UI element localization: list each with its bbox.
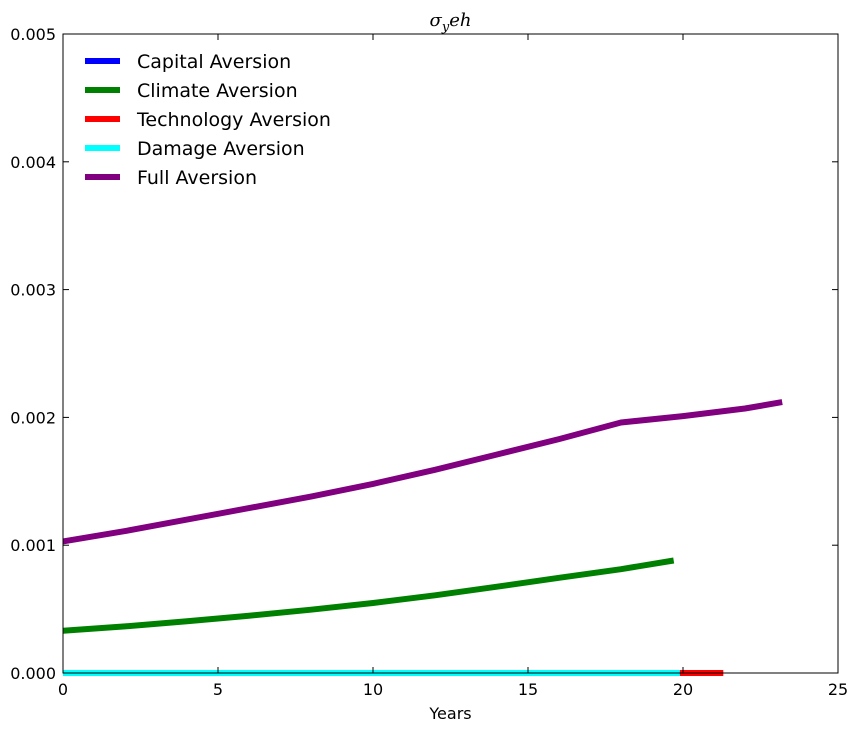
title-rest: eh [449, 10, 471, 31]
axes-layer: 0 5 10 15 20 25 0.000 0.001 0.002 0.003 0.004 0.005 [10, 25, 848, 699]
legend-label-capital-aversion: Capital Aversion [137, 51, 291, 73]
legend-label-climate-aversion: Climate Aversion [137, 80, 298, 102]
x-tick-label: 10 [363, 680, 383, 699]
y-tick-label: 0.001 [10, 536, 56, 555]
x-axis-label: Years [428, 704, 471, 723]
series-line-full-aversion [62, 399, 783, 545]
x-tick-label: 0 [58, 680, 68, 699]
y-tick-label: 0.005 [10, 25, 56, 44]
y-tick-label: 0.000 [10, 664, 56, 683]
x-tick-label: 5 [213, 680, 223, 699]
series-line-climate-aversion [62, 557, 675, 634]
x-tick-label: 15 [518, 680, 538, 699]
title-subscript: y [441, 20, 450, 35]
x-tick-label: 25 [828, 680, 848, 699]
x-tick-label: 20 [673, 680, 693, 699]
y-tick-label: 0.004 [10, 153, 56, 172]
y-tick-label: 0.002 [10, 408, 56, 427]
legend-label-full-aversion: Full Aversion [137, 167, 257, 189]
plot-frame [62, 33, 839, 674]
chart-title: σyeh [430, 10, 472, 35]
legend: Capital Aversion Climate Aversion Technolo… [85, 51, 331, 189]
legend-label-damage-aversion: Damage Aversion [137, 138, 305, 160]
title-main: σ [430, 10, 443, 31]
legend-label-technology-aversion: Technology Aversion [136, 109, 331, 131]
y-tick-label: 0.003 [10, 281, 56, 300]
